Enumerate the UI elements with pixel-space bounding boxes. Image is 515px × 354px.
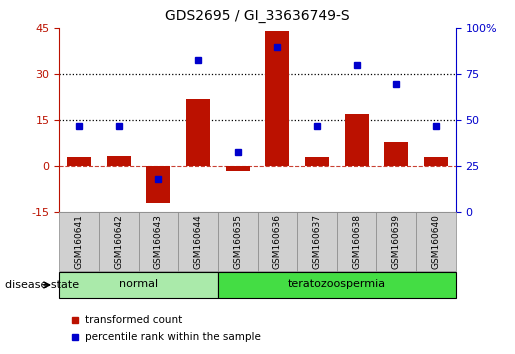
Bar: [226, 166, 250, 171]
Text: GSM160635: GSM160635: [233, 214, 242, 269]
Bar: [376, 212, 416, 271]
Text: GDS2695 / GI_33636749-S: GDS2695 / GI_33636749-S: [165, 9, 350, 23]
Text: GSM160642: GSM160642: [114, 214, 123, 269]
Bar: [416, 212, 456, 271]
Text: teratozoospermia: teratozoospermia: [288, 279, 386, 290]
Bar: [59, 212, 99, 271]
Text: disease state: disease state: [5, 280, 79, 290]
Text: GSM160637: GSM160637: [313, 214, 321, 269]
Bar: [258, 212, 297, 271]
Text: normal: normal: [119, 279, 158, 290]
Bar: [186, 99, 210, 166]
Text: percentile rank within the sample: percentile rank within the sample: [85, 332, 261, 342]
Bar: [337, 212, 376, 271]
Bar: [265, 32, 289, 166]
Bar: [297, 212, 337, 271]
Bar: [384, 142, 408, 166]
Bar: [218, 272, 456, 298]
Text: GSM160639: GSM160639: [392, 214, 401, 269]
Text: GSM160644: GSM160644: [194, 214, 202, 269]
Bar: [218, 212, 258, 271]
Bar: [59, 272, 218, 298]
Bar: [99, 212, 139, 271]
Bar: [345, 114, 369, 166]
Text: GSM160640: GSM160640: [432, 214, 440, 269]
Text: GSM160638: GSM160638: [352, 214, 361, 269]
Bar: [146, 166, 170, 203]
Bar: [67, 157, 91, 166]
Bar: [139, 212, 178, 271]
Text: GSM160641: GSM160641: [75, 214, 83, 269]
Text: GSM160636: GSM160636: [273, 214, 282, 269]
Text: transformed count: transformed count: [85, 315, 182, 325]
Bar: [107, 156, 131, 166]
Bar: [424, 157, 448, 166]
Bar: [305, 157, 329, 166]
Text: GSM160643: GSM160643: [154, 214, 163, 269]
Bar: [178, 212, 218, 271]
